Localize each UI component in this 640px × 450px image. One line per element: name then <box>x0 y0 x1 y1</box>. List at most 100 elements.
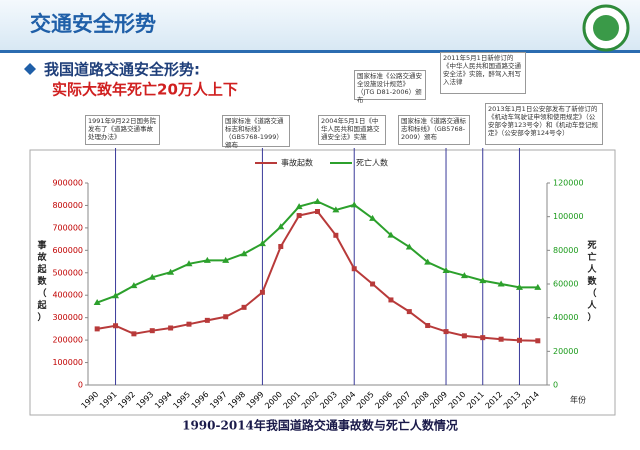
x-tick-label: 1996 <box>190 390 211 411</box>
x-tick-label: 1997 <box>208 390 229 411</box>
point <box>112 292 120 299</box>
logo-core <box>593 15 619 41</box>
y2-axis-label: 死亡人数（人） <box>586 240 597 323</box>
point <box>131 331 137 337</box>
point <box>351 266 357 272</box>
point <box>148 273 156 280</box>
point <box>460 272 468 279</box>
point <box>223 314 229 320</box>
point <box>204 317 210 323</box>
point <box>406 309 412 315</box>
y-tick-label: 300000 <box>52 313 83 322</box>
point <box>534 283 542 290</box>
x-tick-label: 2000 <box>263 390 284 411</box>
point <box>333 232 339 238</box>
point <box>241 304 247 310</box>
point <box>296 213 302 219</box>
x-tick-label: 2010 <box>447 390 468 411</box>
point <box>130 282 138 289</box>
x-tick-label: 1995 <box>171 390 192 411</box>
y-tick-label: 600000 <box>52 246 83 255</box>
annotation: 国家标准《道路交通标志和标线》（GB5768-1999）颁布 <box>222 115 290 149</box>
point <box>498 336 504 342</box>
point <box>93 299 101 306</box>
x-tick-label: 1992 <box>116 390 137 411</box>
annotation: 2013年1月1日公安部发布了新修订的《机动车驾驶证申领和使用规定》（公安部令第… <box>485 103 603 145</box>
point <box>442 267 450 274</box>
annotation: 国家标准《道路交通标志和标线》（GB5768-2009）颁布 <box>398 115 470 145</box>
annotation: 1991年9月22日国务院发布了《道路交通事故处理办法》 <box>85 115 160 145</box>
x-axis-label: 年份 <box>570 395 586 405</box>
point <box>186 321 192 327</box>
point <box>222 256 230 263</box>
point <box>370 281 376 287</box>
x-tick-label: 2007 <box>392 390 413 411</box>
header-bar <box>0 0 640 50</box>
x-tick-label: 2004 <box>337 390 358 411</box>
x-tick-label: 1994 <box>153 390 174 411</box>
point <box>497 280 505 287</box>
x-tick-label: 2012 <box>484 390 505 411</box>
y-tick-label: 400000 <box>52 291 83 300</box>
header-title: 交通安全形势 <box>30 12 156 36</box>
annotation: 国家标准《公路交通安全设施设计规范》（JTG D81-2006）颁布 <box>354 70 426 104</box>
x-tick-label: 2006 <box>373 390 394 411</box>
y2-tick-label: 0 <box>553 381 558 390</box>
y-tick-label: 500000 <box>52 268 83 277</box>
point <box>425 323 431 329</box>
x-tick-label: 1991 <box>98 390 119 411</box>
y-axis-label: 事故起数（起） <box>36 239 47 323</box>
y-tick-label: 900000 <box>52 179 83 188</box>
x-tick-label: 1993 <box>135 390 156 411</box>
point <box>94 326 100 332</box>
x-tick-label: 2014 <box>520 390 541 411</box>
point <box>259 289 265 295</box>
y-tick-label: 0 <box>78 381 83 390</box>
x-tick-label: 2001 <box>282 390 303 411</box>
point <box>167 268 175 275</box>
point <box>515 283 523 290</box>
y2-tick-label: 120000 <box>553 179 584 188</box>
point <box>480 335 486 341</box>
point <box>258 240 266 247</box>
series-line <box>97 210 538 342</box>
legend-label: 事故起数 <box>281 158 313 168</box>
point <box>424 258 432 265</box>
point <box>388 297 394 303</box>
point <box>240 250 248 257</box>
point <box>369 214 377 221</box>
point <box>149 328 155 334</box>
point <box>387 231 395 238</box>
point <box>479 277 487 284</box>
x-tick-label: 2011 <box>465 390 486 411</box>
point <box>461 333 467 339</box>
y-tick-label: 200000 <box>52 336 83 345</box>
point <box>168 325 174 331</box>
point <box>277 223 285 230</box>
x-tick-label: 2005 <box>355 390 376 411</box>
point <box>443 329 449 335</box>
x-tick-label: 2003 <box>318 390 339 411</box>
y-tick-label: 700000 <box>52 223 83 232</box>
point <box>535 338 541 344</box>
subtitle-line1: 我国道路交通安全形势: <box>44 61 200 79</box>
y-tick-label: 100000 <box>52 358 83 367</box>
point <box>113 323 119 329</box>
x-tick-label: 2008 <box>410 390 431 411</box>
y2-tick-label: 20000 <box>553 347 578 356</box>
series-line <box>96 200 538 304</box>
point <box>278 244 284 250</box>
point <box>315 209 320 215</box>
point <box>203 256 211 263</box>
point <box>185 260 193 267</box>
y-tick-label: 800000 <box>52 201 83 210</box>
x-tick-label: 1999 <box>245 390 266 411</box>
y2-tick-label: 60000 <box>553 280 578 289</box>
x-tick-label: 1990 <box>80 390 101 411</box>
bullet <box>24 63 36 75</box>
x-tick-label: 2002 <box>300 390 321 411</box>
annotation: 2011年5月1日新修订的《中华人民共和国道路交通安全法》实施，醉驾入刑写入法律 <box>440 52 526 94</box>
y2-tick-label: 100000 <box>553 212 584 221</box>
point <box>314 198 321 205</box>
